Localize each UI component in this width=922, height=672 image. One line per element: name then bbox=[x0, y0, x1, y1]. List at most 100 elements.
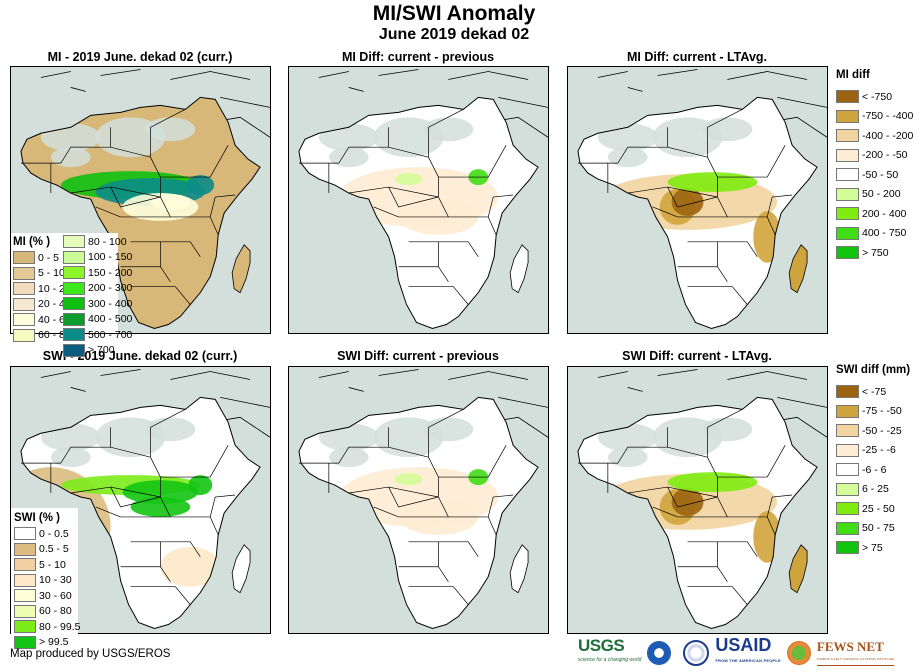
legend-item: 30 - 60 bbox=[14, 588, 78, 604]
legend-label: > 75 bbox=[862, 541, 883, 554]
legend-label: < -750 bbox=[862, 90, 893, 103]
legend-label: 0.5 - 5 bbox=[39, 543, 69, 556]
legend-item: 10 - 20 bbox=[13, 281, 71, 297]
panel-title-swi-diff-ltavg: SWI Diff: current - LTAvg. bbox=[622, 349, 772, 363]
legend-item: 60 - 80 bbox=[13, 328, 71, 344]
legend-swatch bbox=[14, 604, 36, 618]
legend-label: -200 - -50 bbox=[862, 149, 908, 162]
legend-item: 0.5 - 5 bbox=[14, 542, 78, 558]
legend-label: > 750 bbox=[862, 246, 889, 259]
legend-swatch bbox=[14, 542, 36, 556]
usgs-logo: USGS science for a changing world bbox=[578, 636, 642, 663]
panel-title-mi-diff-ltavg: MI Diff: current - LTAvg. bbox=[626, 50, 768, 64]
legend-label: 40 - 60 bbox=[38, 313, 71, 326]
legend-swatch bbox=[836, 463, 859, 477]
legend-title: MI (% ) bbox=[13, 236, 51, 248]
legend-swatch bbox=[836, 90, 859, 104]
panel-title-mi-current: MI - 2019 June. dekad 02 (curr.) bbox=[47, 50, 233, 64]
legend-swatch bbox=[13, 297, 35, 311]
legend-swatch bbox=[836, 246, 859, 260]
legend-item: -75 - -50 bbox=[836, 402, 910, 422]
legend-swatch bbox=[836, 424, 859, 438]
legend-item: 80 - 99.5 bbox=[14, 619, 81, 635]
legend-item: 25 - 50 bbox=[836, 499, 910, 519]
legend-swatch bbox=[63, 266, 85, 280]
legend-label: 20 - 40 bbox=[38, 298, 71, 311]
map-mi-diff-previous bbox=[288, 66, 549, 334]
legend-swi-diff: SWI diff (mm) < -75 -75 - -50 -50 - -25 -25… bbox=[836, 362, 910, 558]
legend-label: 0 - 5 bbox=[38, 251, 60, 264]
map-swi-diff-previous bbox=[288, 366, 549, 634]
legend-swatch bbox=[836, 385, 859, 399]
legend-swatch bbox=[14, 527, 36, 541]
legend-item: > 75 bbox=[836, 538, 910, 558]
legend-label: 5 - 10 bbox=[38, 267, 65, 280]
legend-label: 6 - 25 bbox=[862, 483, 889, 496]
usaid-seal-logo bbox=[683, 640, 710, 666]
legend-swatch bbox=[836, 109, 859, 123]
legend-item: 10 - 30 bbox=[14, 573, 78, 589]
legend-swatch bbox=[836, 129, 859, 143]
legend-swatch bbox=[14, 558, 36, 572]
legend-label: 200 - 300 bbox=[88, 282, 133, 295]
legend-item: 400 - 750 bbox=[836, 224, 913, 244]
legend-label: 150 - 200 bbox=[88, 266, 133, 279]
legend-label: 0 - 0.5 bbox=[39, 527, 69, 540]
legend-label: -400 - -200 bbox=[862, 129, 914, 142]
map-mi-diff-ltavg bbox=[567, 66, 828, 334]
legend-swatch bbox=[63, 281, 85, 295]
legend-item: -50 - 50 bbox=[836, 165, 913, 185]
legend-label: 25 - 50 bbox=[862, 502, 895, 515]
legend-label: 300 - 400 bbox=[88, 297, 133, 310]
legend-label: -50 - 50 bbox=[862, 168, 899, 181]
main-subtitle: June 2019 dekad 02 bbox=[378, 26, 530, 43]
legend-item: 400 - 500 bbox=[63, 312, 132, 328]
legend-swatch bbox=[836, 226, 859, 240]
legend-label: 80 - 99.5 bbox=[39, 620, 81, 633]
legend-swatch bbox=[13, 313, 35, 327]
legend-item: -200 - -50 bbox=[836, 146, 913, 166]
legend-item: 0 - 0.5 bbox=[14, 526, 78, 542]
legend-label: -75 - -50 bbox=[862, 405, 902, 418]
legend-label: 500 - 700 bbox=[88, 328, 133, 341]
legend-item: < -75 bbox=[836, 382, 910, 402]
legend-label: > 99.5 bbox=[39, 636, 69, 649]
usaid-logo: USAID FROM THE AMERICAN PEOPLE bbox=[715, 635, 781, 663]
legend-label: -750 - -400 bbox=[862, 110, 914, 123]
legend-item: 200 - 400 bbox=[836, 204, 913, 224]
legend-title: SWI (% ) bbox=[14, 512, 60, 524]
legend-label: 60 - 80 bbox=[39, 605, 72, 618]
legend-label: 50 - 200 bbox=[862, 188, 901, 201]
main-title: MI/SWI Anomaly bbox=[372, 2, 536, 25]
legend-swatch bbox=[13, 282, 35, 296]
legend-label: 80 - 100 bbox=[88, 235, 127, 248]
legend-item: 6 - 25 bbox=[836, 480, 910, 500]
legend-item: > 700 bbox=[63, 343, 132, 359]
partner-logos: USGS science for a changing world USAID … bbox=[578, 635, 895, 666]
legend-label: 50 - 75 bbox=[862, 522, 895, 535]
legend-item: 40 - 60 bbox=[13, 312, 71, 328]
map-credit: Map produced by USGS/EROS bbox=[10, 648, 171, 660]
legend-label: < -75 bbox=[862, 385, 887, 398]
legend-item: 5 - 10 bbox=[13, 266, 65, 282]
legend-swatch bbox=[836, 168, 859, 182]
noaa-logo bbox=[647, 641, 672, 665]
legend-item: -750 - -400 bbox=[836, 107, 913, 127]
map-swi-current bbox=[10, 366, 271, 634]
legend-label: 30 - 60 bbox=[39, 589, 72, 602]
legend-item: 50 - 75 bbox=[836, 519, 910, 539]
panel-title-mi-diff-previous: MI Diff: current - previous bbox=[341, 50, 495, 64]
legend-item: 100 - 150 bbox=[63, 250, 132, 266]
legend-item: 80 - 100 bbox=[63, 234, 132, 250]
legend-label: 400 - 750 bbox=[862, 227, 907, 240]
panel-title-swi-current: SWI - 2019 June. dekad 02 (curr.) bbox=[42, 349, 238, 363]
legend-label: > 700 bbox=[88, 344, 115, 357]
legend-mi-diff: MI diff < -750 -750 - -400 -400 - -200 -200… bbox=[836, 67, 913, 263]
legend-label: 400 - 500 bbox=[88, 313, 133, 326]
legend-item: 5 - 10 bbox=[14, 557, 78, 573]
legend-item: > 750 bbox=[836, 243, 913, 263]
legend-swatch bbox=[836, 541, 859, 555]
fews-net-globe-logo bbox=[786, 641, 811, 665]
legend-label: 10 - 30 bbox=[39, 574, 72, 587]
legend-swatch bbox=[63, 312, 85, 326]
